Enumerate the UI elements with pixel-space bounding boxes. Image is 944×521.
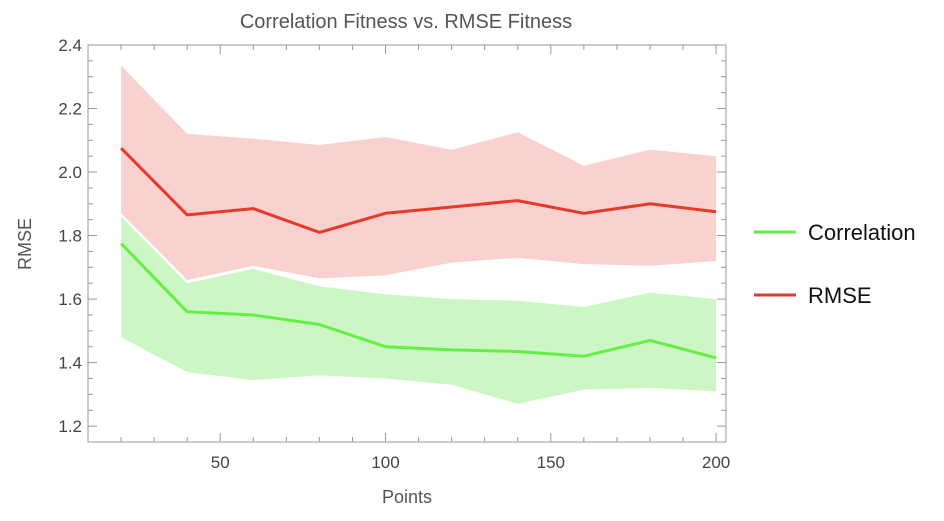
confidence-bands — [121, 66, 716, 404]
legend-label-correlation: Correlation — [808, 220, 916, 245]
legend-label-rmse: RMSE — [808, 283, 872, 308]
y-tick-label: 1.4 — [58, 354, 82, 373]
y-tick-label: 2.2 — [58, 100, 82, 119]
y-tick-label: 1.8 — [58, 227, 82, 246]
x-tick-label: 200 — [702, 453, 730, 472]
legend: Correlation RMSE — [754, 220, 916, 308]
band-rmse — [121, 66, 716, 280]
x-tick-label: 50 — [211, 453, 230, 472]
x-tick-label: 150 — [537, 453, 565, 472]
y-tick-label: 2.0 — [58, 163, 82, 182]
y-axis-label: RMSE — [15, 218, 35, 270]
y-tick-label: 1.6 — [58, 290, 82, 309]
x-tick-label: 100 — [371, 453, 399, 472]
x-axis-label: Points — [382, 487, 432, 507]
y-tick-label: 1.2 — [58, 417, 82, 436]
y-tick-label: 2.4 — [58, 36, 82, 55]
chart-title: Correlation Fitness vs. RMSE Fitness — [240, 11, 572, 33]
